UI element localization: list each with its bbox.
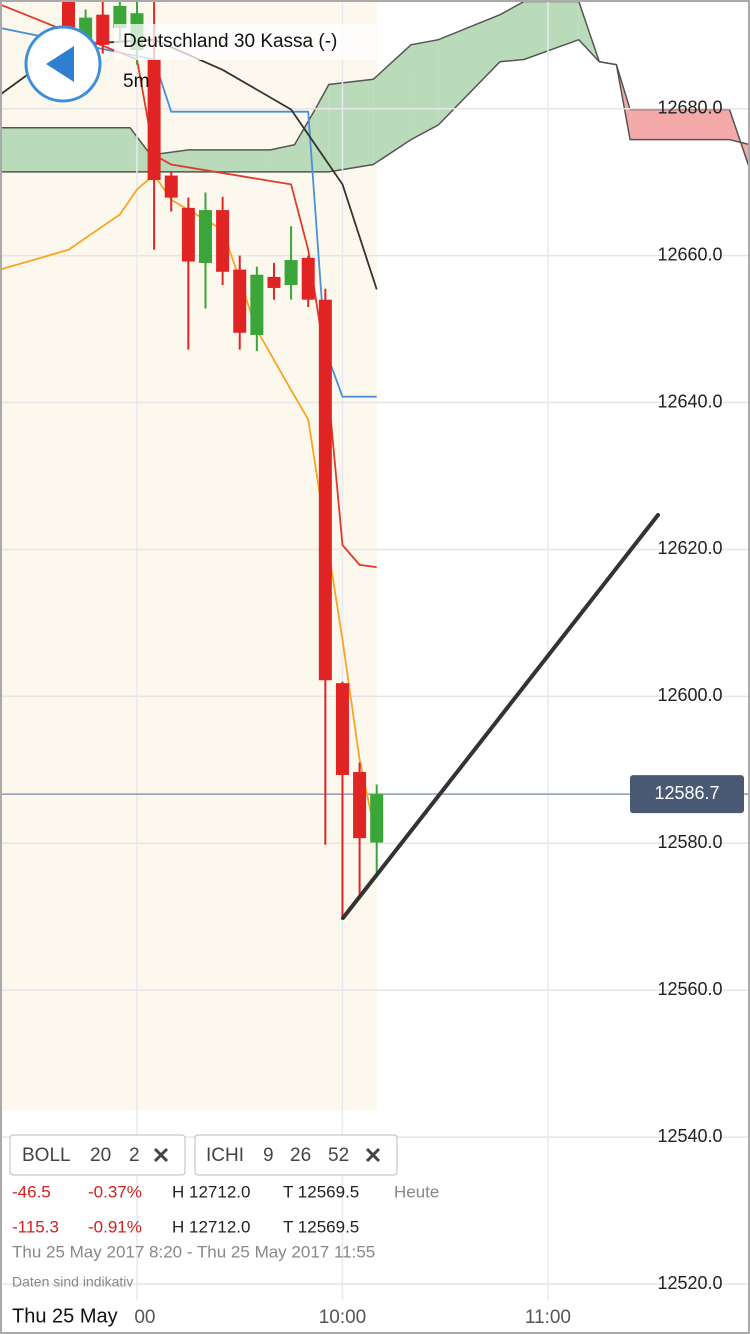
indicator-line bbox=[0, 3, 377, 568]
candle-body bbox=[216, 210, 230, 272]
indicator-name: ICHI bbox=[206, 1145, 244, 1166]
candle-body bbox=[61, 0, 75, 30]
cloud-segment bbox=[270, 144, 295, 172]
candle-body bbox=[198, 210, 212, 263]
y-tick-label: 12680.0 bbox=[657, 97, 722, 117]
indicator-param: 20 bbox=[90, 1145, 111, 1166]
candle-body bbox=[353, 772, 367, 839]
cloud-segment bbox=[630, 109, 730, 140]
price-badge bbox=[630, 775, 744, 814]
indicator-param: 26 bbox=[290, 1145, 311, 1166]
y-tick-label: 12660.0 bbox=[657, 244, 722, 264]
interval[interactable]: 5m bbox=[123, 71, 149, 92]
indicator-param: 2 bbox=[129, 1145, 140, 1166]
high: H 12712.0 bbox=[172, 1217, 250, 1236]
instrument-title: Deutschland 30 Kassa (-) bbox=[123, 31, 337, 52]
candle-body bbox=[113, 5, 127, 28]
candle-body bbox=[164, 175, 178, 198]
candle-body bbox=[335, 683, 349, 775]
range: Thu 25 May 2017 8:20 - Thu 25 May 2017 1… bbox=[12, 1242, 375, 1261]
x-tick-label: 10:00 bbox=[319, 1307, 367, 1328]
cloud-segment bbox=[188, 149, 271, 172]
period: Heute bbox=[394, 1182, 439, 1201]
change-percent: -0.37% bbox=[88, 1182, 142, 1201]
remove-icon[interactable] bbox=[153, 1147, 169, 1163]
back-icon bbox=[46, 46, 74, 82]
change-percent: -0.91% bbox=[88, 1217, 142, 1236]
candle-body bbox=[284, 260, 298, 286]
high: H 12712.0 bbox=[172, 1182, 250, 1201]
cloud-segment bbox=[500, 1, 524, 62]
trend-line bbox=[341, 513, 660, 920]
candle-body bbox=[301, 257, 315, 300]
y-tick-label: 12540.0 bbox=[657, 1126, 722, 1146]
candle-body bbox=[233, 269, 247, 333]
y-tick-label: 12560.0 bbox=[657, 979, 722, 999]
y-tick-label: 12620.0 bbox=[657, 538, 722, 558]
y-tick-label: 12580.0 bbox=[657, 832, 722, 852]
y-tick-label: 12520.0 bbox=[657, 1273, 722, 1293]
price-label: 12586.7 bbox=[654, 783, 719, 803]
change: -46.5 bbox=[12, 1182, 51, 1201]
date-bg bbox=[0, 1300, 135, 1334]
candle-body bbox=[370, 794, 384, 843]
y-tick-label: 12600.0 bbox=[657, 685, 722, 705]
cloud-segment bbox=[328, 79, 374, 172]
indicator-param: 9 bbox=[263, 1145, 274, 1166]
y-tick-label: 12640.0 bbox=[657, 391, 722, 411]
x-tick-label: 11:00 bbox=[525, 1307, 571, 1328]
indicator-param: 52 bbox=[328, 1145, 349, 1166]
cloud-segment bbox=[523, 1, 579, 60]
candle-body bbox=[267, 276, 281, 288]
indicator-chip[interactable] bbox=[194, 1134, 398, 1176]
indicator-name: BOLL bbox=[22, 1145, 71, 1166]
title-bg bbox=[114, 24, 376, 60]
date-label: Thu 25 May bbox=[12, 1305, 118, 1327]
low: T 12569.5 bbox=[283, 1217, 359, 1236]
remove-icon[interactable] bbox=[365, 1147, 381, 1163]
cloud-segment bbox=[130, 127, 151, 172]
disclaimer: Daten sind indikativ bbox=[12, 1274, 133, 1290]
candle-body bbox=[96, 14, 110, 45]
indicator-chip[interactable] bbox=[9, 1134, 186, 1176]
cloud-segment bbox=[438, 14, 500, 125]
candle-body bbox=[147, 59, 161, 180]
cloud-segment bbox=[373, 44, 411, 165]
cloud-line bbox=[0, 38, 750, 173]
candle-body bbox=[250, 274, 264, 335]
cloud-segment bbox=[410, 39, 439, 140]
cloud-segment bbox=[0, 127, 131, 172]
change: -115.3 bbox=[12, 1217, 59, 1236]
candle-body bbox=[318, 299, 332, 681]
candle-body bbox=[181, 207, 195, 262]
low: T 12569.5 bbox=[283, 1182, 359, 1201]
